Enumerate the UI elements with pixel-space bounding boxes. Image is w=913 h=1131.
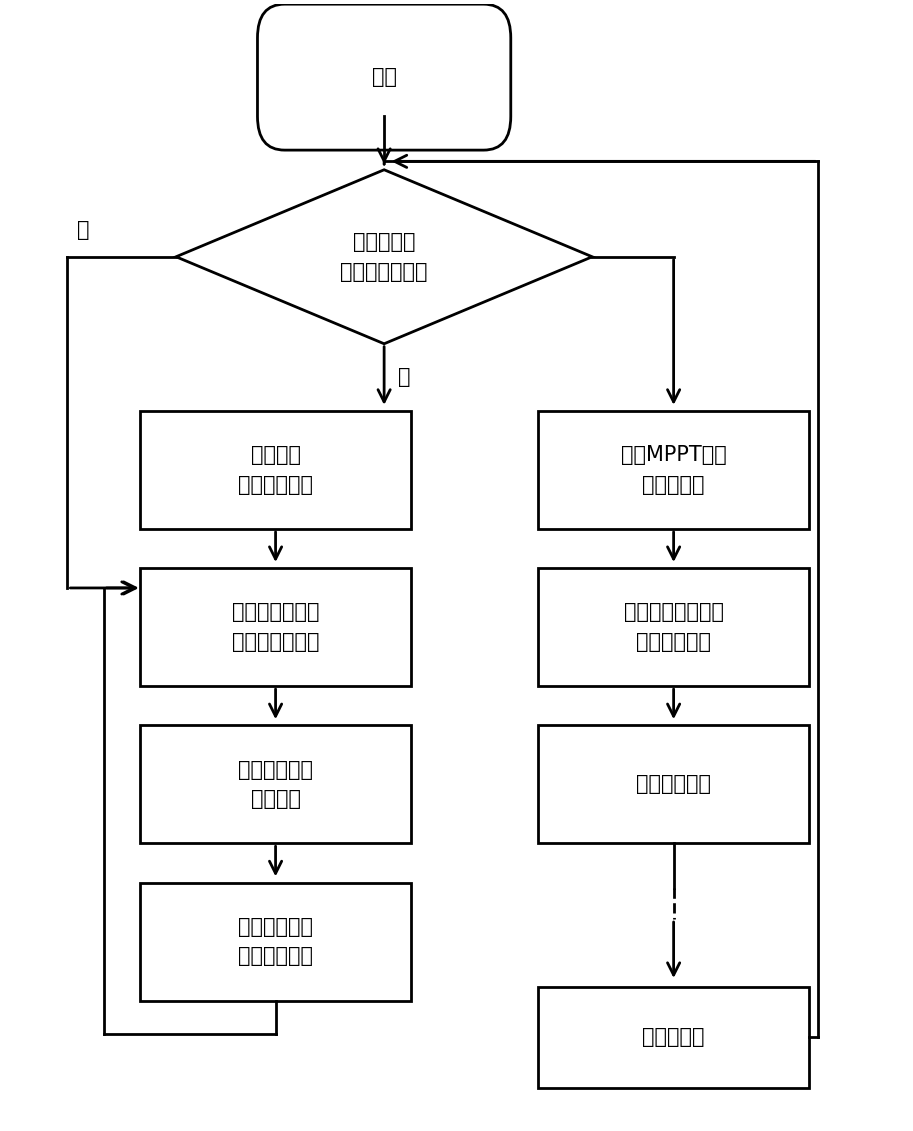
Bar [140,412,411,529]
Bar [538,725,809,844]
Text: 否: 否 [77,219,89,240]
Bar [140,725,411,844]
Text: 估算MPPT机组
的发电功率: 估算MPPT机组 的发电功率 [621,446,727,495]
Text: 计算各风电机组
的平均输出功率: 计算各风电机组 的平均输出功率 [232,603,320,653]
Text: 开始: 开始 [372,67,396,87]
Text: 调整电场的
参考发电功率？: 调整电场的 参考发电功率？ [341,232,428,282]
Polygon shape [176,170,593,344]
Text: 根据临界转速
选择受控机组: 根据临界转速 选择受控机组 [238,917,313,966]
Text: 设定新的
参考发电功率: 设定新的 参考发电功率 [238,446,313,495]
Text: 发送控制指令: 发送控制指令 [636,775,711,794]
Text: 风机控制器: 风机控制器 [643,1027,705,1047]
Bar [538,986,809,1088]
Text: 分配恒功率运行机
组的发电功率: 分配恒功率运行机 组的发电功率 [624,603,724,653]
Bar [140,568,411,687]
Bar [140,882,411,1001]
Bar [538,412,809,529]
FancyBboxPatch shape [257,5,510,150]
Text: 是: 是 [398,368,410,388]
Text: 采集风速及风
轮机转速: 采集风速及风 轮机转速 [238,760,313,809]
Bar [538,568,809,687]
